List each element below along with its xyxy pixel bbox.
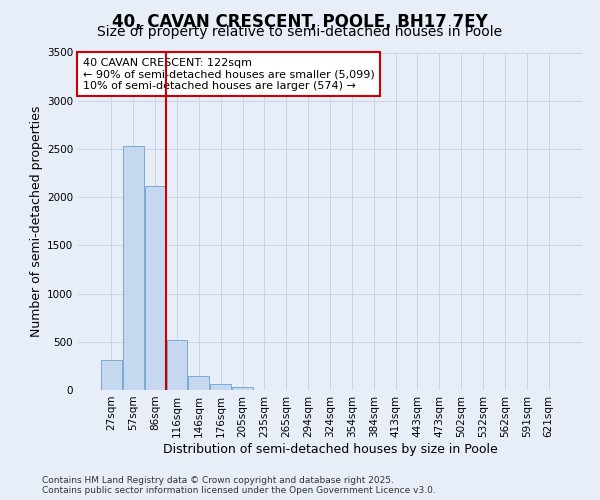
Y-axis label: Number of semi-detached properties: Number of semi-detached properties xyxy=(30,106,43,337)
Bar xyxy=(167,340,187,390)
Bar xyxy=(232,387,253,390)
Bar xyxy=(188,376,209,390)
Bar xyxy=(123,146,143,390)
X-axis label: Distribution of semi-detached houses by size in Poole: Distribution of semi-detached houses by … xyxy=(163,442,497,456)
Bar xyxy=(101,360,122,390)
Bar xyxy=(210,384,231,390)
Text: Size of property relative to semi-detached houses in Poole: Size of property relative to semi-detach… xyxy=(97,25,503,39)
Bar xyxy=(145,186,166,390)
Text: Contains HM Land Registry data © Crown copyright and database right 2025.
Contai: Contains HM Land Registry data © Crown c… xyxy=(42,476,436,495)
Text: 40 CAVAN CRESCENT: 122sqm
← 90% of semi-detached houses are smaller (5,099)
10% : 40 CAVAN CRESCENT: 122sqm ← 90% of semi-… xyxy=(83,58,375,91)
Text: 40, CAVAN CRESCENT, POOLE, BH17 7EY: 40, CAVAN CRESCENT, POOLE, BH17 7EY xyxy=(112,12,488,30)
